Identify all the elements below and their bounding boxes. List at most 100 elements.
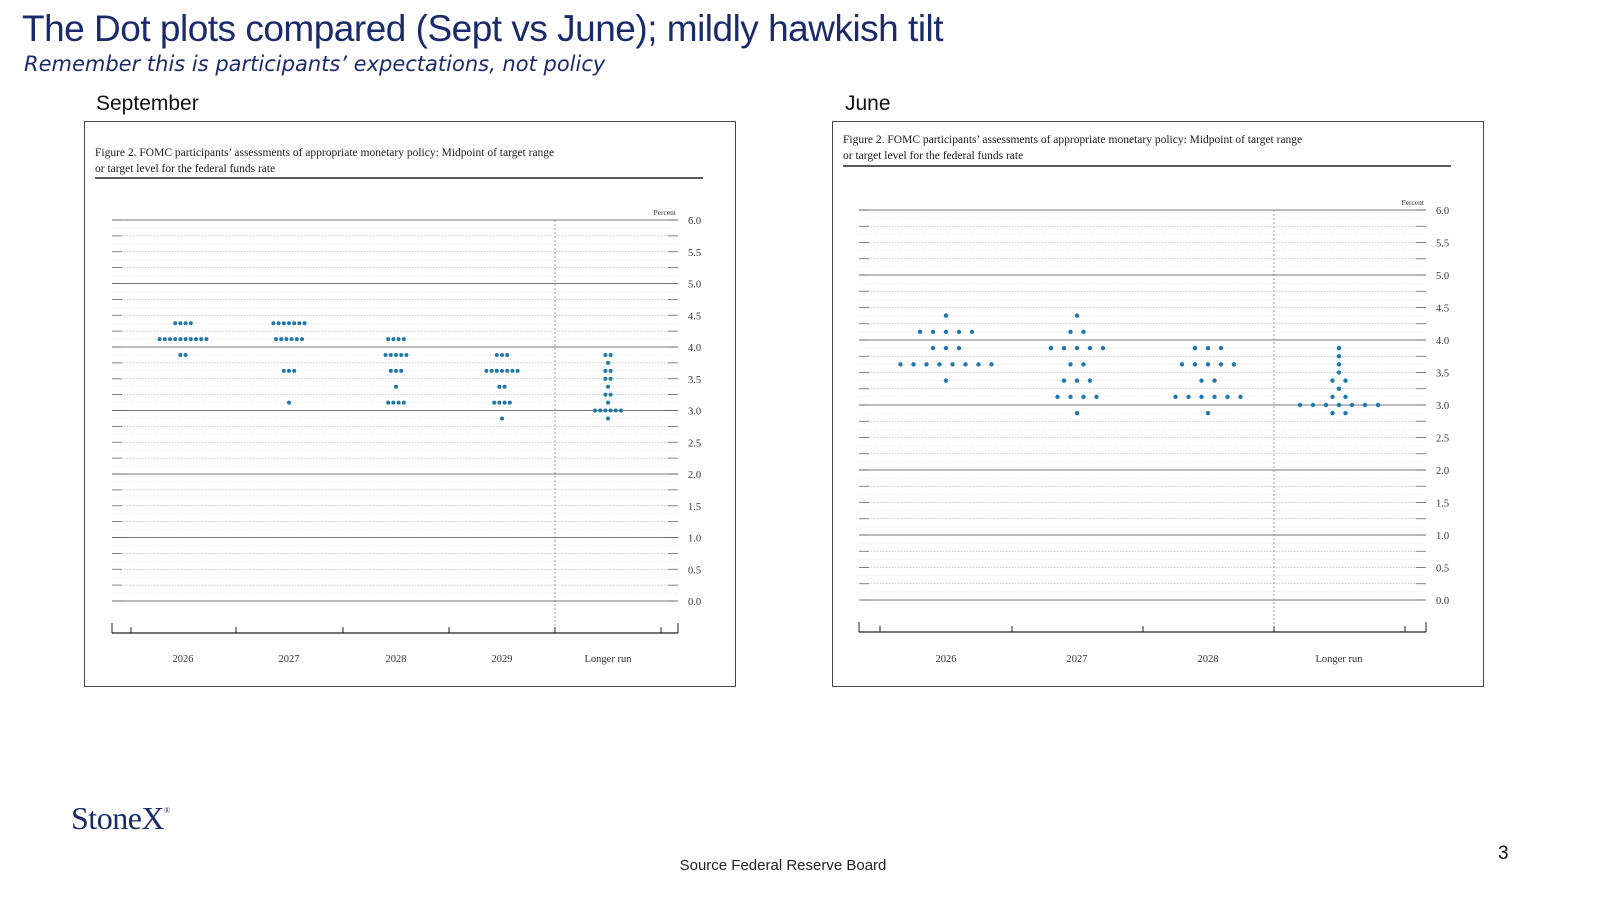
participant-dot <box>593 408 597 413</box>
participant-dot <box>1199 394 1204 400</box>
participant-dot <box>178 352 183 357</box>
participant-dot <box>1297 402 1303 408</box>
participant-dot <box>194 337 198 342</box>
participant-dot <box>1336 345 1342 351</box>
participant-dot <box>608 376 613 381</box>
participant-dot <box>292 368 297 373</box>
participant-dot <box>396 337 401 342</box>
y-tick-label: 2.5 <box>1436 434 1449 445</box>
participant-dot <box>300 337 304 342</box>
participant-dot <box>917 329 923 335</box>
participant-dot <box>297 321 302 326</box>
participant-dot <box>1192 362 1198 367</box>
participant-dot <box>494 352 499 357</box>
figure-caption-line-2: or target level for the federal funds ra… <box>843 150 1023 162</box>
participant-dot <box>157 337 162 342</box>
y-tick-label: 1.5 <box>688 502 701 513</box>
x-category-label: 2027 <box>1067 654 1088 665</box>
participant-dot <box>386 400 391 405</box>
y-tick-label: 4.0 <box>1436 336 1449 347</box>
participant-dot <box>1330 378 1335 383</box>
participant-dot <box>619 408 623 413</box>
participant-dot <box>204 337 209 342</box>
x-category-label: 2027 <box>279 654 300 665</box>
participant-dot <box>943 313 949 318</box>
participant-dot <box>989 362 994 367</box>
participant-dot <box>1343 378 1348 383</box>
participant-dot <box>608 408 613 413</box>
participant-dot <box>394 384 398 389</box>
y-tick-label: 6.0 <box>1436 206 1449 217</box>
participant-dot <box>507 400 512 405</box>
participant-dot <box>1074 378 1080 383</box>
participant-dot <box>963 362 968 367</box>
participant-dot <box>178 321 183 326</box>
participant-dot <box>1055 394 1060 400</box>
participant-dot <box>1087 378 1093 383</box>
participant-dot <box>969 329 975 335</box>
participant-dot <box>1048 345 1054 351</box>
participant-dot <box>505 368 510 373</box>
participant-dot <box>1231 362 1237 367</box>
figure-caption-line-1: Figure 2. FOMC participants’ assessments… <box>95 147 554 159</box>
participant-dot <box>391 400 396 405</box>
participant-dot <box>1094 394 1099 400</box>
participant-dot <box>924 362 929 367</box>
participant-dot <box>1205 410 1211 416</box>
participant-dot <box>1074 345 1080 351</box>
participant-dot <box>394 352 398 357</box>
y-tick-label: 4.5 <box>688 311 701 322</box>
slide-title: The Dot plots compared (Sept vs June); m… <box>22 8 944 49</box>
participant-dot <box>173 337 178 342</box>
participant-dot <box>937 362 942 367</box>
participant-dot <box>943 329 949 335</box>
participant-dot <box>608 392 613 397</box>
participant-dot <box>1068 329 1073 335</box>
participant-dot <box>1068 362 1073 367</box>
x-category-label: Longer run <box>1316 654 1364 665</box>
participant-dot <box>391 337 396 342</box>
participant-dot <box>603 392 608 397</box>
participant-dot <box>401 337 406 342</box>
slide-subtitle: Remember this is participants’ expectati… <box>24 52 606 76</box>
participant-dot <box>603 376 608 381</box>
participant-dot <box>394 368 398 373</box>
y-axis-unit-label: Percent <box>1402 198 1425 207</box>
participant-dot <box>943 378 949 383</box>
participant-dot <box>404 352 409 357</box>
participant-dot <box>271 321 276 326</box>
participant-dot <box>515 368 520 373</box>
participant-dot <box>613 408 618 413</box>
participant-dot <box>399 352 404 357</box>
participant-dot <box>497 384 502 389</box>
participant-dot <box>1349 402 1355 408</box>
y-tick-label: 0.0 <box>1436 596 1449 607</box>
y-tick-label: 0.0 <box>688 597 701 608</box>
participant-dot <box>1205 345 1211 351</box>
participant-dot <box>1081 394 1086 400</box>
participant-dot <box>1081 329 1086 335</box>
participant-dot <box>287 400 291 405</box>
x-category-label: 2028 <box>386 654 407 665</box>
participant-dot <box>1330 394 1335 400</box>
y-tick-label: 0.5 <box>688 565 701 576</box>
participant-dot <box>1238 394 1243 400</box>
page-number: 3 <box>1498 843 1509 864</box>
participant-dot <box>1192 345 1198 351</box>
participant-dot <box>1068 394 1073 400</box>
participant-dot <box>500 416 504 421</box>
participant-dot <box>284 337 289 342</box>
participant-dot <box>386 337 391 342</box>
y-tick-label: 3.0 <box>688 407 701 418</box>
participant-dot <box>281 321 286 326</box>
y-tick-label: 1.0 <box>688 534 701 545</box>
participant-dot <box>183 321 188 326</box>
june-dot-plot: Figure 2. FOMC participants’ assessments… <box>832 121 1484 687</box>
participant-dot <box>383 352 388 357</box>
participant-dot <box>276 321 281 326</box>
participant-dot <box>388 352 393 357</box>
y-tick-label: 3.5 <box>1436 369 1449 380</box>
participant-dot <box>1186 394 1191 400</box>
participant-dot <box>930 329 936 335</box>
september-dot-plot: Figure 2. FOMC participants’ assessments… <box>84 121 736 687</box>
